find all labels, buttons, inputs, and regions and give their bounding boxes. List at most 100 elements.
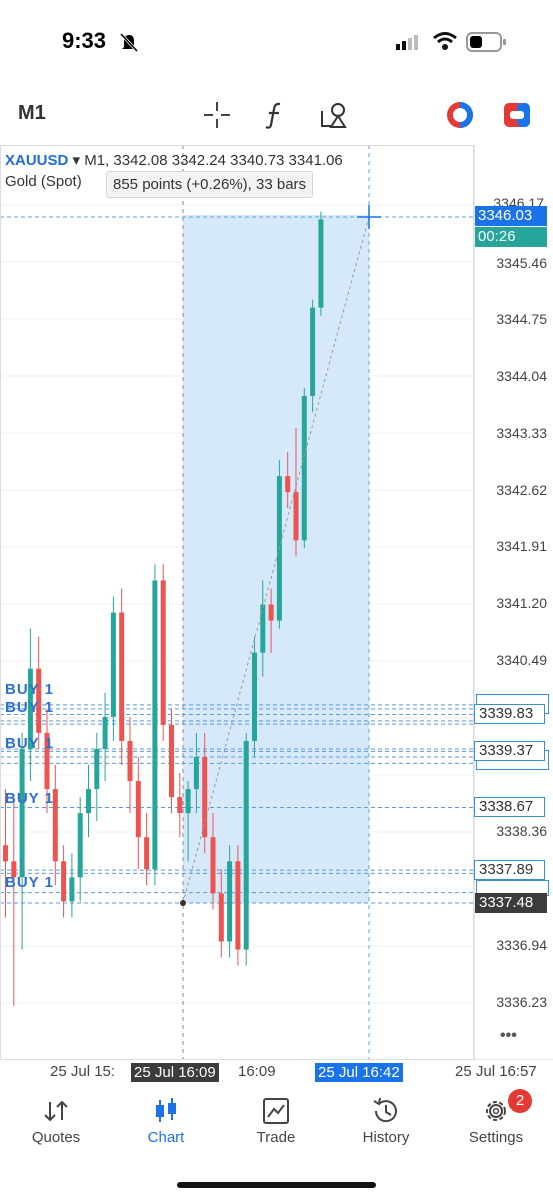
buy-order-tag[interactable]: BUY 1: [5, 874, 54, 891]
candle-body: [27, 668, 33, 749]
bell-muted-icon: [119, 32, 139, 53]
order-price-label[interactable]: 3339.37: [474, 741, 545, 761]
candle-body: [260, 604, 266, 653]
candle: [86, 764, 91, 838]
trade-icon: [263, 1098, 289, 1124]
notification-badge: 2: [508, 1089, 532, 1113]
candle: [227, 845, 233, 958]
buy-order-tag[interactable]: BUY 1: [5, 735, 54, 752]
price-tick: 3338.36: [496, 823, 547, 839]
measure-tooltip: 855 points (+0.26%), 33 bars: [106, 171, 314, 198]
candle-body: [152, 580, 158, 870]
candle-body: [285, 476, 291, 493]
candle-body: [119, 612, 125, 741]
candle-body: [210, 837, 216, 894]
price-tick: 3336.23: [496, 994, 547, 1010]
nav-label: Settings: [468, 1129, 524, 1146]
home-indicator: [177, 1182, 376, 1188]
candle-body: [102, 716, 108, 749]
candle: [36, 636, 42, 749]
candle: [135, 756, 141, 870]
nav-history[interactable]: History: [336, 1093, 436, 1146]
candle: [110, 596, 116, 741]
candle: [77, 797, 83, 902]
candle: [285, 452, 291, 509]
candle: [268, 588, 274, 653]
more-button[interactable]: •••: [500, 1027, 517, 1044]
order-price-label[interactable]: 3338.67: [474, 797, 545, 817]
cellular-signal-icon: [396, 35, 418, 50]
candle-body: [268, 604, 274, 621]
candle-body: [77, 813, 83, 878]
nav-settings[interactable]: Settings: [446, 1093, 546, 1146]
candle: [235, 845, 241, 966]
candle: [152, 564, 158, 886]
symbol-name[interactable]: XAUUSD: [5, 152, 69, 169]
candle: [276, 460, 282, 629]
function-icon: [265, 102, 281, 129]
quotes-icon: [44, 1100, 68, 1122]
objects-button[interactable]: [317, 98, 351, 132]
candle: [127, 716, 133, 814]
buy-order-tag[interactable]: BUY 1: [5, 681, 54, 698]
candle: [310, 299, 316, 412]
symbol-header[interactable]: XAUUSD ▾ M1, 3342.08 3342.24 3340.73 334…: [5, 151, 343, 169]
candle: [193, 732, 199, 814]
one-click-trading-button[interactable]: [443, 98, 477, 132]
status-time: 9:33: [62, 28, 107, 53]
crosshair-icon: [204, 102, 230, 128]
nav-label: Quotes: [31, 1129, 81, 1146]
order-price-label-active[interactable]: 3337.48: [475, 893, 547, 913]
candle-body: [110, 612, 116, 717]
candle: [52, 764, 58, 886]
candle: [160, 564, 166, 741]
candle-body: [44, 732, 50, 790]
time-cursor-start-label: 25 Jul 16:09: [131, 1063, 219, 1082]
account-button[interactable]: [500, 98, 534, 132]
time-tick: 16:09: [238, 1063, 276, 1080]
nav-trade[interactable]: Trade: [226, 1093, 326, 1146]
candle: [260, 580, 266, 677]
candle-body: [293, 492, 299, 541]
candle: [44, 708, 50, 814]
current-price-label: 3346.03: [475, 206, 547, 226]
timeframe-button[interactable]: M1: [18, 102, 46, 124]
price-tick: 3342.62: [496, 482, 547, 498]
candle-body: [202, 756, 208, 838]
candle-body: [177, 797, 183, 814]
candle-body: [69, 877, 75, 902]
candle: [318, 211, 324, 316]
candle: [293, 428, 299, 557]
candle: [243, 732, 249, 966]
objects-icon: [321, 103, 347, 128]
nav-quotes[interactable]: Quotes: [6, 1093, 106, 1146]
candle: [61, 845, 67, 918]
buy-order-tag[interactable]: BUY 1: [5, 699, 54, 716]
nav-chart[interactable]: Chart: [116, 1093, 216, 1146]
nav-label: Chart: [147, 1129, 185, 1146]
indicators-button[interactable]: [259, 98, 293, 132]
candle: [301, 387, 307, 549]
candle-body: [86, 789, 91, 814]
order-price-label[interactable]: 3337.89: [474, 860, 545, 880]
candle-body: [3, 845, 8, 862]
time-tick: 25 Jul 16:57: [455, 1063, 537, 1080]
measure-line: [182, 216, 370, 904]
candle: [119, 588, 125, 765]
candle-body: [318, 219, 324, 308]
order-price-label[interactable]: 3339.83: [474, 704, 545, 724]
candle-body: [36, 668, 42, 733]
candle: [11, 797, 17, 1006]
price-chart[interactable]: [0, 145, 553, 1060]
wifi-icon: [433, 32, 457, 50]
nav-label: History: [362, 1129, 410, 1146]
candle-body: [218, 893, 224, 942]
chart-border: [0, 145, 474, 1060]
symbol-description: Gold (Spot): [5, 173, 82, 190]
candle: [169, 708, 174, 814]
buy-order-tag[interactable]: BUY 1: [5, 790, 54, 807]
candle-body: [243, 740, 249, 950]
candle-body: [310, 307, 316, 396]
account-icon: [504, 103, 530, 127]
crosshair-button[interactable]: [200, 98, 234, 132]
